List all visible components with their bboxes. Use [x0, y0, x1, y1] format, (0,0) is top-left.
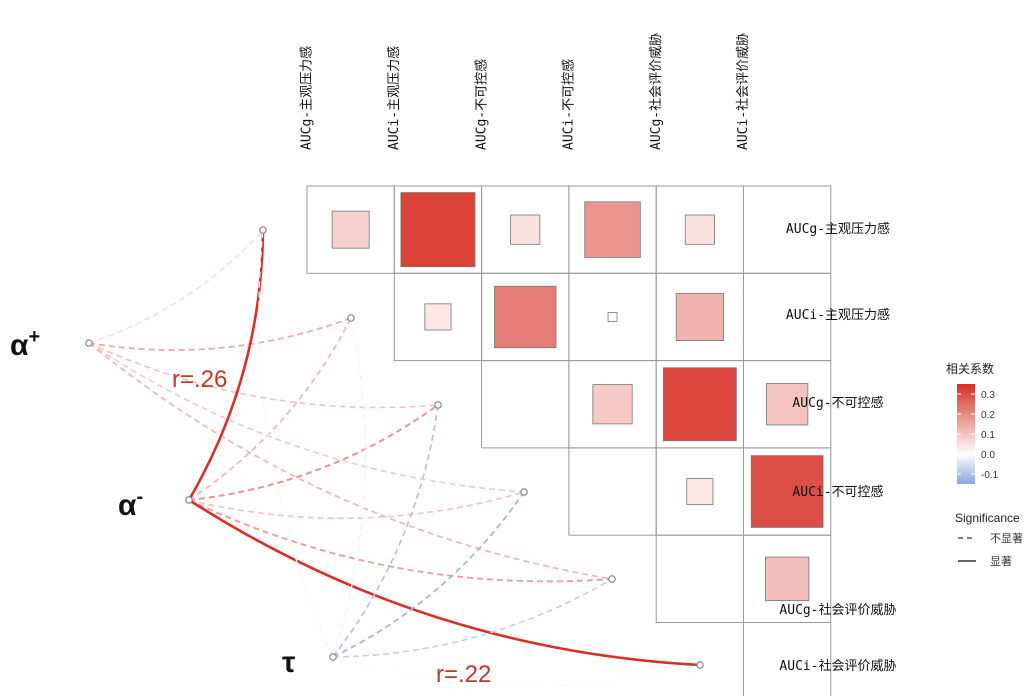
link-line [188, 404, 439, 501]
color-bar [957, 384, 975, 484]
matrix-grid [306, 185, 832, 696]
row-label: AUCg-主观压力感 [786, 221, 890, 237]
link-line [88, 229, 264, 344]
matrix-grid-cell [655, 534, 745, 624]
link-line [188, 498, 701, 667]
significance-title: Significance [955, 511, 1020, 525]
target-node [608, 575, 616, 583]
legend-not-significant: 不显著 [990, 531, 1023, 545]
row-label: AUCi-主观压力感 [786, 307, 890, 323]
link-line [332, 578, 613, 658]
color-bar-tick-label: 0.0 [981, 450, 995, 461]
matrix-square [662, 367, 737, 442]
source-node [185, 496, 193, 504]
column-label: AUCg-社会评价威胁 [648, 33, 664, 150]
predictor-superscript: - [136, 486, 143, 508]
predictor-symbol: α [10, 329, 29, 362]
link-nodes [85, 226, 704, 669]
matrix-square [607, 312, 618, 322]
source-node [85, 339, 93, 347]
matrix-grid-cell [743, 622, 832, 696]
link-line [188, 499, 613, 583]
link-line [188, 491, 525, 520]
column-label: AUCi-主观压力感 [386, 46, 402, 150]
row-label: AUCi-社会评价威胁 [779, 658, 896, 674]
matrix-square [684, 214, 715, 245]
link-line [88, 342, 439, 409]
matrix-grid-cell [481, 360, 570, 449]
column-label: AUCg-不可控感 [473, 59, 489, 150]
link-line [188, 317, 352, 501]
annotation-label: r=.22 [436, 661, 491, 688]
matrix-square [675, 292, 724, 341]
matrix-square [494, 285, 557, 349]
matrix-grid-cell [568, 447, 657, 536]
matrix-square [331, 210, 370, 249]
matrix-square [750, 455, 824, 528]
matrix-square [510, 214, 541, 245]
row-label: AUCi-不可控感 [792, 484, 883, 500]
target-node [520, 488, 528, 496]
row-label: AUCg-不可控感 [792, 395, 883, 411]
matrix-square [765, 556, 810, 601]
legend-title: 相关系数 [946, 361, 994, 376]
link-line [258, 229, 334, 658]
link-line [332, 317, 366, 658]
link-line [88, 342, 525, 493]
predictor-label: α+ [10, 326, 40, 362]
predictor-symbol: α [118, 489, 137, 522]
link-line [332, 404, 439, 658]
matrix-square [686, 478, 714, 506]
predictor-label: τ [282, 646, 295, 679]
matrix-cells [331, 192, 824, 601]
color-bar-tick-label: -0.1 [981, 470, 999, 481]
link-line [187, 229, 265, 501]
predictor-superscript: + [28, 326, 40, 348]
color-bar-tick-label: 0.2 [981, 410, 995, 421]
target-node [259, 226, 267, 234]
matrix-square [592, 384, 633, 425]
predictor-links [88, 229, 701, 686]
row-label: AUCg-社会评价威胁 [779, 602, 896, 618]
legend-significant: 显著 [990, 554, 1012, 568]
predictor-label: α- [118, 486, 143, 522]
color-bar-tick-label: 0.1 [981, 430, 995, 441]
link-line [332, 656, 701, 686]
matrix-square [766, 383, 809, 426]
target-node [696, 661, 704, 669]
matrix-square [584, 201, 641, 258]
predictor-symbol: τ [282, 646, 295, 679]
link-line [88, 317, 352, 351]
target-node [347, 314, 355, 322]
matrix-square [424, 303, 452, 331]
source-node [329, 653, 337, 661]
target-node [434, 401, 442, 409]
link-line [332, 491, 525, 658]
annotation-label: r=.26 [172, 366, 227, 393]
axis-labels: AUCg-主观压力感 AUCi-主观压力感 AUCg-不可控感 AUCi-不可控感 AU… [10, 33, 897, 688]
column-label: AUCi-社会评价威胁 [735, 33, 751, 150]
column-label: AUCi-不可控感 [561, 59, 577, 150]
link-line [88, 342, 613, 580]
color-bar-tick-label: 0.3 [981, 390, 995, 401]
matrix-square [400, 192, 476, 268]
column-label: AUCg-主观压力感 [299, 46, 315, 150]
